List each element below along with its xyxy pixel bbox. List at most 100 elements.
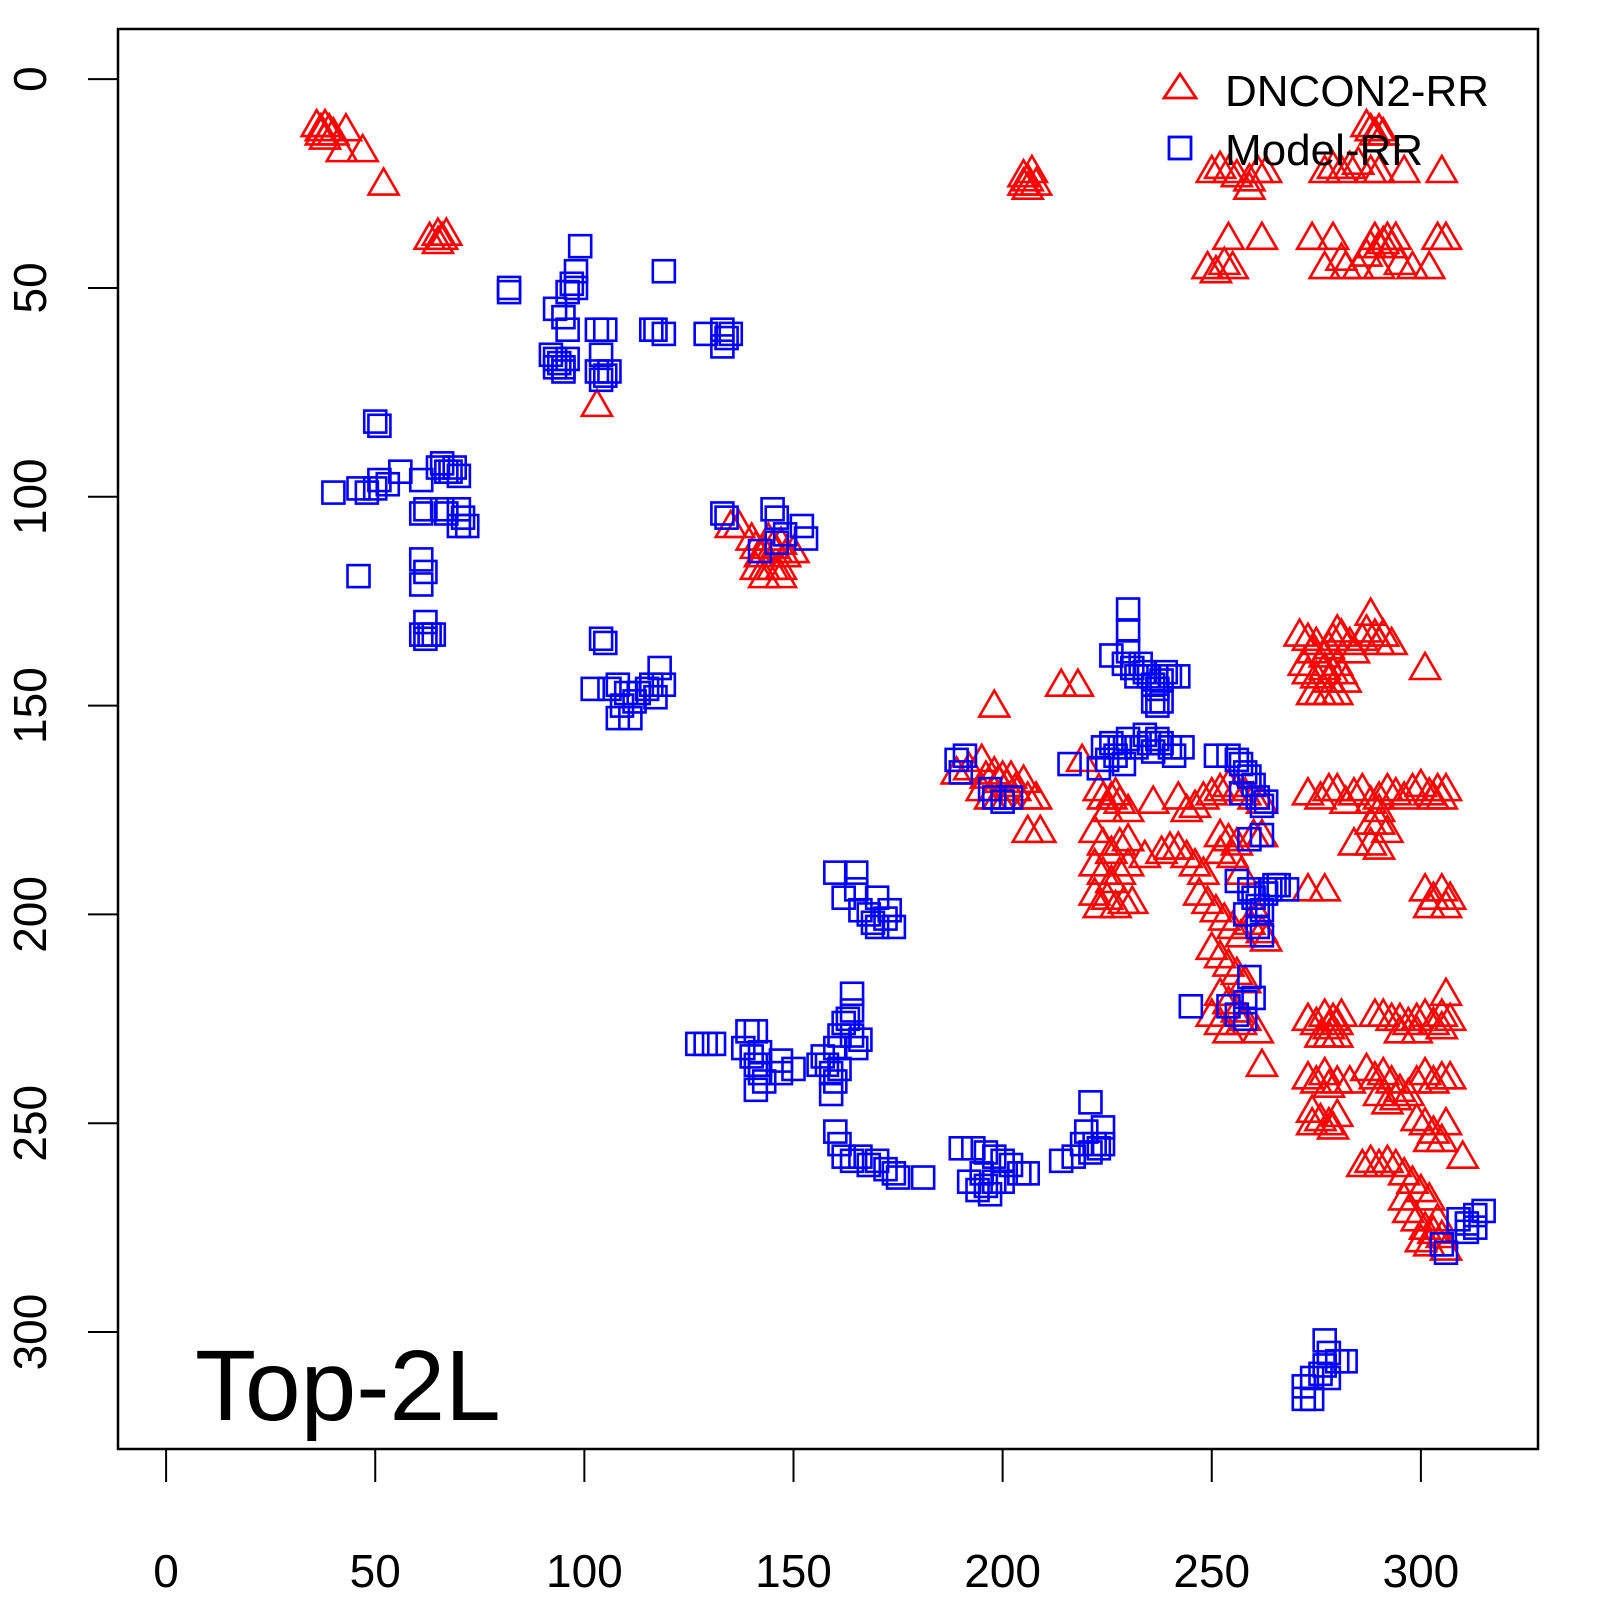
point-dncon2-rr (1232, 170, 1267, 201)
point-dncon2-rr (763, 558, 799, 589)
point-dncon2-rr (1386, 153, 1422, 184)
point-dncon2-rr (1060, 667, 1096, 698)
point-model-rr (1057, 751, 1082, 777)
point-model-rr (651, 258, 677, 284)
point-model-rr (1228, 780, 1254, 806)
point-dncon2-rr (1186, 779, 1221, 810)
point-dncon2-rr (1370, 813, 1405, 844)
point-dncon2-rr (1382, 1013, 1418, 1044)
point-model-rr (1124, 664, 1149, 689)
x-axis: 0 50 100 150 200 250 300 (153, 1448, 1459, 1597)
point-dncon2-rr (1378, 1147, 1414, 1178)
x-tick-label: 250 (1173, 1545, 1250, 1597)
point-dncon2-rr (1399, 1001, 1434, 1032)
point-dncon2-rr (1324, 153, 1359, 184)
point-model-rr (1291, 1386, 1317, 1412)
point-model-rr (1462, 1215, 1488, 1240)
y-tick-label: 150 (4, 667, 56, 744)
point-model-rr (823, 1119, 848, 1144)
point-dncon2-rr (1202, 817, 1238, 848)
point-model-rr (1224, 868, 1250, 894)
point-dncon2-rr (1428, 888, 1464, 919)
point-dncon2-rr (1370, 771, 1405, 802)
point-dncon2-rr (1219, 955, 1255, 986)
point-model-rr (701, 1031, 727, 1057)
point-dncon2-rr (1244, 220, 1280, 251)
point-model-rr (839, 998, 865, 1023)
point-dncon2-rr (1077, 846, 1112, 877)
point-dncon2-rr (1202, 771, 1238, 802)
point-model-rr (450, 505, 476, 530)
point-model-rr (810, 1044, 836, 1069)
point-model-rr (848, 897, 873, 923)
point-model-rr (551, 359, 576, 384)
point-model-rr (413, 626, 438, 652)
point-model-rr (362, 476, 388, 501)
point-dncon2-rr (345, 132, 380, 163)
series-dncon2-rr (299, 107, 1480, 1261)
point-model-rr (848, 1144, 873, 1169)
point-model-rr (588, 626, 614, 652)
point-dncon2-rr (1412, 249, 1447, 280)
point-dncon2-rr (1294, 1105, 1330, 1136)
point-model-rr (618, 705, 643, 731)
point-model-rr (1099, 730, 1124, 756)
point-model-rr (605, 705, 631, 731)
point-dncon2-rr (1215, 249, 1250, 280)
point-dncon2-rr (1315, 149, 1351, 180)
point-dncon2-rr (1365, 115, 1401, 146)
point-model-rr (831, 1144, 856, 1169)
point-dncon2-rr (1395, 249, 1430, 280)
point-dncon2-rr (1403, 767, 1439, 798)
point-model-rr (588, 367, 614, 393)
point-model-rr (1090, 1115, 1116, 1140)
point-model-rr (446, 463, 472, 489)
legend-triangle-icon (1161, 71, 1199, 100)
point-dncon2-rr (1110, 792, 1146, 823)
point-model-rr (634, 676, 660, 702)
point-model-rr (1274, 877, 1300, 902)
point-model-rr (881, 914, 907, 940)
point-dncon2-rr (1391, 1193, 1426, 1224)
point-dncon2-rr (424, 220, 460, 251)
point-dncon2-rr (746, 558, 782, 589)
point-model-rr (592, 317, 618, 343)
point-dncon2-rr (1424, 153, 1460, 184)
point-model-rr (823, 1069, 848, 1094)
point-model-rr (413, 559, 438, 585)
point-model-rr (1161, 743, 1187, 769)
point-model-rr (873, 906, 898, 931)
point-model-rr (626, 680, 652, 706)
point-model-rr (747, 538, 773, 564)
point-dncon2-rr (1407, 997, 1443, 1027)
y-tick-label: 100 (4, 458, 56, 535)
point-dncon2-rr (1211, 984, 1246, 1015)
point-model-rr (973, 1173, 999, 1199)
point-dncon2-rr (1403, 1172, 1439, 1203)
point-dncon2-rr (1399, 1013, 1434, 1044)
point-model-rr (1232, 902, 1258, 927)
point-model-rr (731, 1035, 756, 1061)
panel-annotation: Top-2L (195, 1330, 501, 1442)
x-tick-label: 200 (964, 1545, 1041, 1597)
y-tick-label: 300 (4, 1294, 56, 1371)
point-model-rr (542, 354, 568, 380)
point-dncon2-rr (1043, 667, 1079, 698)
point-dncon2-rr (1412, 1122, 1447, 1153)
point-model-rr (789, 513, 815, 539)
point-dncon2-rr (1307, 1055, 1342, 1086)
point-model-rr (864, 1148, 890, 1174)
point-dncon2-rr (1445, 1139, 1480, 1169)
point-dncon2-rr (1207, 900, 1242, 931)
point-model-rr (1228, 751, 1254, 777)
point-dncon2-rr (1432, 1059, 1468, 1090)
point-model-rr (584, 317, 610, 343)
point-model-rr (1316, 1340, 1342, 1366)
point-model-rr (546, 350, 572, 376)
point-model-rr (567, 233, 593, 259)
point-dncon2-rr (316, 115, 351, 146)
point-dncon2-rr (1018, 779, 1054, 810)
point-model-rr (693, 1031, 718, 1057)
point-model-rr (1132, 722, 1158, 748)
